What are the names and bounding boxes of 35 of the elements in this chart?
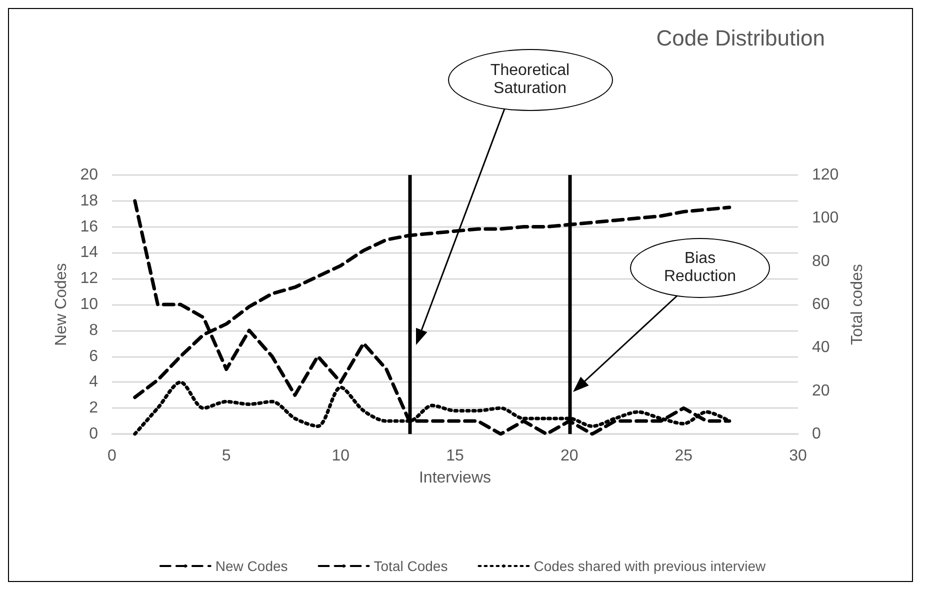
y-tick-label: 6 [89,348,98,365]
chart-title: Code Distribution [656,26,825,50]
annotation: Bias Reduction [662,250,738,286]
y-tick-label: 10 [80,296,98,313]
y-tick-label: 14 [80,244,98,262]
x-tick-label: 25 [674,448,693,464]
legend-label: Total Codes [374,558,448,574]
y2-tick-label: 100 [812,210,839,227]
y-tick-label: 16 [80,218,98,236]
y-tick-label: 4 [89,374,98,391]
y2-tick-label: 0 [812,426,821,442]
x-tick-label: 5 [222,448,231,464]
y2-tick-label: 120 [812,166,839,184]
legend-label: Codes shared with previous interview [534,558,766,574]
y2-tick-label: 40 [812,339,830,356]
y2-axis-title: Total codes [849,264,866,345]
y-tick-label: 2 [89,400,98,417]
x-axis-title: Interviews [418,470,492,486]
y2-tick-label: 80 [812,252,830,270]
legend-label: New Codes [215,558,288,574]
callout-ellipse: Bias Reduction [630,238,770,298]
y-tick-label: 12 [80,270,98,288]
y-tick-label: 0 [89,426,98,442]
x-tick-label: 15 [446,448,464,464]
x-tick-label: 10 [332,448,350,464]
y-tick-label: 20 [80,166,98,184]
y-axis-title: New Codes [52,263,70,346]
x-tick-label: 20 [560,448,578,464]
x-tick-label: 0 [108,448,117,464]
callout-ellipse: Theoretical Saturation [448,49,612,111]
x-tick-label: 30 [789,448,807,464]
y2-tick-label: 20 [812,382,830,400]
y-tick-label: 18 [80,192,98,210]
y-tick-label: 8 [89,322,98,339]
y2-tick-label: 60 [812,296,830,313]
